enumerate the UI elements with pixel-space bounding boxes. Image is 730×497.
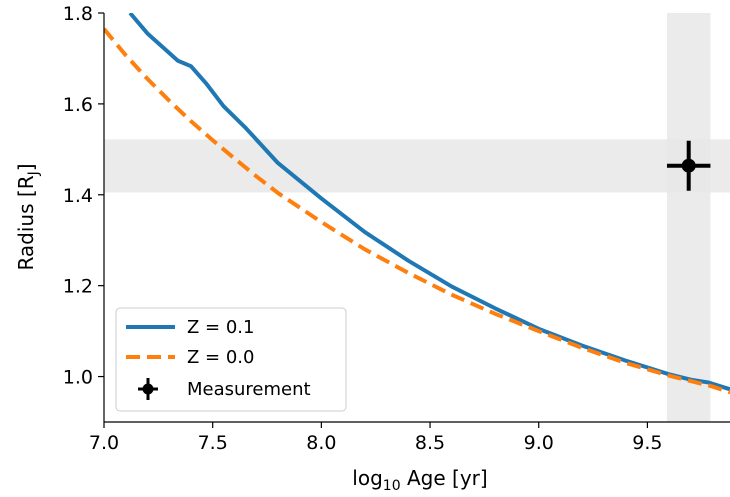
y-axis-label-prefix: Radius [R — [14, 175, 38, 270]
measurement-point — [666, 140, 711, 191]
x-tick-label: 8.5 — [415, 432, 445, 454]
shaded-band-age — [666, 13, 711, 422]
legend-frame — [115, 307, 347, 412]
legend-label-z01: Z = 0.1 — [187, 317, 254, 338]
y-tick-label: 1.2 — [63, 276, 93, 298]
svg-text:log10 Age [yr]: log10 Age [yr] — [352, 466, 487, 494]
legend-swatch-measurement — [138, 378, 158, 400]
x-tick-label: 8.0 — [306, 432, 336, 454]
x-axis-label: log10 Age [yr] — [352, 466, 487, 494]
measurement-marker — [681, 158, 696, 173]
y-axis-label-suffix: ] — [14, 163, 38, 171]
x-tick-label: 7.5 — [198, 432, 228, 454]
shaded-band-radius — [104, 139, 730, 193]
y-axis-label: Radius [RJ] — [14, 163, 42, 270]
legend-label-z00: Z = 0.0 — [187, 347, 254, 368]
legend: Z = 0.1 Z = 0.0 Measurement — [115, 307, 347, 412]
x-axis-label-prefix: log — [352, 466, 383, 490]
y-tick-label: 1.8 — [63, 3, 93, 25]
axes: 7.0 7.5 8.0 8.5 9.0 9.5 1.0 1.2 1.4 1.6 1.8 — [63, 3, 730, 454]
x-tick-label: 9.0 — [524, 432, 554, 454]
legend-label-measurement: Measurement — [187, 379, 311, 400]
y-tick-label: 1.4 — [63, 185, 93, 207]
shaded-bands — [104, 13, 730, 422]
svg-text:Radius [RJ]: Radius [RJ] — [14, 163, 42, 270]
y-tick-label: 1.6 — [63, 94, 93, 116]
model-curves — [104, 13, 730, 395]
x-tick-label: 9.5 — [632, 432, 662, 454]
y-axis-label-subscript: J — [26, 171, 42, 176]
x-tick-label: 7.0 — [89, 432, 119, 454]
x-axis-label-subscript: 10 — [383, 478, 401, 494]
series-line-z00 — [104, 27, 730, 395]
y-tick-label: 1.0 — [63, 367, 93, 389]
x-axis-label-suffix: Age [yr] — [401, 466, 488, 490]
